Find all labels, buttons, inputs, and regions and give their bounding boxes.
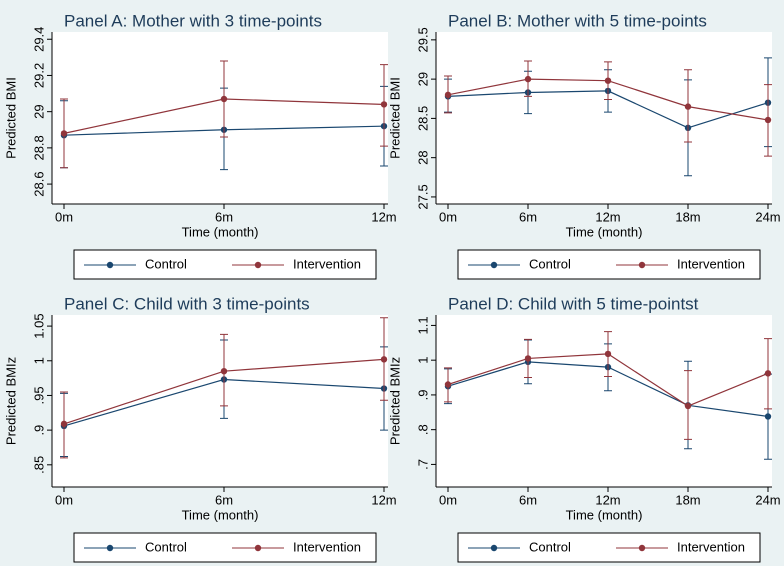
marker xyxy=(220,95,228,103)
x-tick-label: 18m xyxy=(675,492,700,507)
marker xyxy=(60,130,68,137)
legend-label: Intervention xyxy=(677,539,745,554)
x-tick-label: 0m xyxy=(55,492,73,507)
y-tick-label: 29.4 xyxy=(31,27,46,52)
y-axis-label: Predicted BMIz xyxy=(3,357,18,445)
marker xyxy=(380,356,388,363)
plot-area xyxy=(436,32,772,204)
panel: Panel B: Mother with 5 time-points 27.5 28… xyxy=(387,11,781,280)
x-tick-label: 6m xyxy=(519,492,537,507)
y-tick-label: .7 xyxy=(415,459,430,470)
x-tick-label: 24m xyxy=(755,209,780,224)
x-tick-label: 12m xyxy=(371,209,396,224)
plot-area xyxy=(52,32,388,204)
marker xyxy=(764,413,772,420)
x-tick-label: 24m xyxy=(755,492,780,507)
legend-label: Control xyxy=(145,539,187,554)
marker xyxy=(444,381,452,388)
x-tick-label: 6m xyxy=(215,209,233,224)
y-tick-label: 29 xyxy=(415,72,430,86)
legend-label: Intervention xyxy=(677,256,745,271)
y-tick-label: 1.1 xyxy=(415,316,430,334)
y-tick-label: 28.6 xyxy=(31,171,46,196)
marker xyxy=(524,355,532,362)
marker xyxy=(524,75,532,83)
x-axis-label: Time (month) xyxy=(566,224,643,239)
x-tick-label: 12m xyxy=(595,492,620,507)
y-tick-label: .9 xyxy=(31,425,46,436)
x-tick-label: 12m xyxy=(371,492,396,507)
y-tick-label: .9 xyxy=(415,389,430,400)
panel-title: Panel B: Mother with 5 time-points xyxy=(448,11,707,30)
x-tick-label: 6m xyxy=(215,492,233,507)
legend-marker xyxy=(106,544,114,552)
y-tick-label: 27.5 xyxy=(415,184,430,209)
x-tick-label: 18m xyxy=(675,209,700,224)
legend-marker xyxy=(490,261,498,269)
y-tick-label: 29.5 xyxy=(415,27,430,52)
x-tick-label: 12m xyxy=(595,209,620,224)
legend-label: Control xyxy=(529,256,571,271)
legend-label: Intervention xyxy=(293,539,361,554)
y-tick-label: 1 xyxy=(415,357,430,364)
y-axis-label: Predicted BMI xyxy=(387,77,402,159)
y-tick-label: 1 xyxy=(31,357,46,364)
legend-marker xyxy=(254,261,262,269)
legend-marker xyxy=(106,261,114,269)
panel-title: Panel C: Child with 3 time-points xyxy=(64,294,310,313)
marker xyxy=(444,91,452,99)
x-tick-label: 0m xyxy=(55,209,73,224)
marker xyxy=(220,367,228,375)
marker xyxy=(764,116,772,124)
marker xyxy=(60,420,68,428)
y-tick-label: 29 xyxy=(31,104,46,118)
y-tick-label: 28.8 xyxy=(31,135,46,160)
marker xyxy=(604,77,612,84)
y-tick-label: 29.2 xyxy=(31,63,46,88)
y-tick-label: .85 xyxy=(31,456,46,474)
legend-label: Intervention xyxy=(293,256,361,271)
y-tick-label: 28.5 xyxy=(415,106,430,131)
y-axis-label: Predicted BMIz xyxy=(387,357,402,445)
legend-marker xyxy=(490,544,498,552)
plot-area xyxy=(436,315,772,487)
y-axis-label: Predicted BMI xyxy=(3,77,18,159)
legend-marker xyxy=(638,544,646,552)
legend-marker xyxy=(254,544,262,552)
plot-area xyxy=(52,315,388,487)
marker xyxy=(604,350,612,358)
marker xyxy=(764,370,772,377)
y-tick-label: 1.05 xyxy=(31,313,46,338)
marker xyxy=(684,402,692,410)
panel-title: Panel D: Child with 5 time-pointst xyxy=(448,294,699,313)
y-tick-label: .8 xyxy=(415,424,430,435)
x-axis-label: Time (month) xyxy=(182,507,259,522)
panel-title: Panel A: Mother with 3 time-points xyxy=(64,11,322,30)
y-tick-label: 28 xyxy=(415,150,430,164)
x-tick-label: 0m xyxy=(439,209,457,224)
marker xyxy=(684,103,692,110)
x-axis-label: Time (month) xyxy=(182,224,259,239)
panel: Panel C: Child with 3 time-points .85 .9 .9… xyxy=(3,294,397,563)
legend-label: Control xyxy=(529,539,571,554)
y-tick-label: .95 xyxy=(31,386,46,404)
marker xyxy=(380,101,388,108)
legend-marker xyxy=(638,261,646,269)
panel: Panel A: Mother with 3 time-points 28.6 28… xyxy=(3,11,397,280)
x-tick-label: 6m xyxy=(519,209,537,224)
legend-label: Control xyxy=(145,256,187,271)
x-axis-label: Time (month) xyxy=(566,507,643,522)
panel: Panel D: Child with 5 time-pointst .7 .8 .9… xyxy=(387,294,781,563)
x-tick-label: 0m xyxy=(439,492,457,507)
